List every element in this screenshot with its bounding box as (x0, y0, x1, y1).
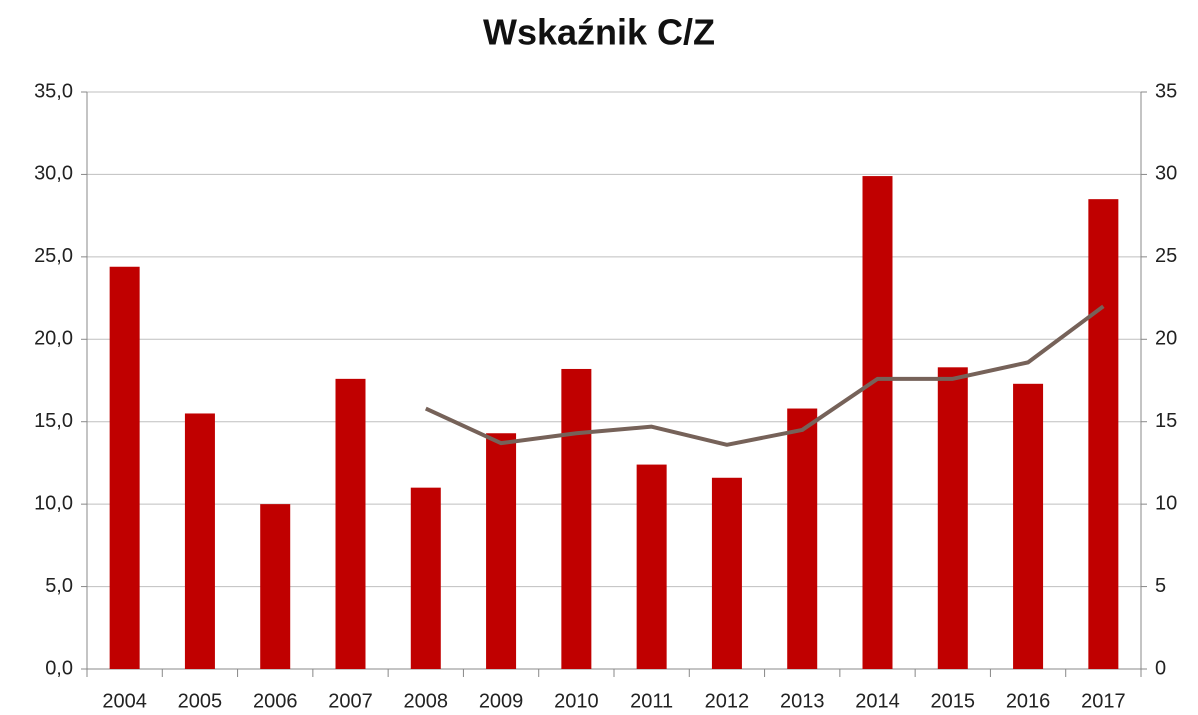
x-tick-label: 2016 (1006, 690, 1051, 712)
x-tick-label: 2005 (178, 690, 223, 712)
y2-tick-label: 25 (1155, 245, 1177, 267)
y2-tick-label: 10 (1155, 492, 1177, 514)
bar (260, 504, 291, 669)
x-tick-label: 2009 (479, 690, 524, 712)
line (424, 304, 1105, 447)
x-tick-label: 2004 (102, 690, 147, 712)
x-tick-label: 2010 (554, 690, 599, 712)
y-tick-label: 10,0 (34, 492, 73, 514)
y-tick-label: 25,0 (34, 245, 73, 267)
x-tick-label: 2011 (630, 690, 673, 712)
bar (184, 413, 215, 669)
x-tick-label: 2014 (855, 690, 900, 712)
bar (1088, 199, 1119, 669)
x-tick-label: 2012 (705, 690, 750, 712)
bar (561, 368, 592, 669)
y-tick-label: 0,0 (45, 657, 73, 679)
y2-tick-label: 35 (1155, 80, 1177, 102)
y-tick-label: 20,0 (34, 328, 73, 350)
bar (109, 266, 140, 669)
x-tick-label: 2015 (931, 690, 976, 712)
bar (862, 176, 893, 669)
x-tick-label: 2008 (404, 690, 449, 712)
bar (636, 464, 667, 669)
y-tick-label: 15,0 (34, 410, 73, 432)
bar (486, 433, 517, 669)
y-tick-label: 35,0 (34, 80, 73, 102)
y2-tick-label: 5 (1155, 575, 1166, 597)
y-tick-label: 30,0 (34, 163, 73, 185)
bar (937, 367, 968, 669)
bar (711, 477, 742, 669)
chart-title: Wskaźnik C/Z (483, 12, 715, 53)
y2-tick-label: 0 (1155, 657, 1166, 679)
x-tick-label: 2007 (328, 690, 373, 712)
bar (335, 378, 366, 669)
y2-tick-label: 30 (1155, 163, 1177, 185)
x-tick-label: 2006 (253, 690, 298, 712)
x-tick-label: 2017 (1081, 690, 1126, 712)
bar (410, 487, 441, 669)
y2-tick-label: 15 (1155, 410, 1177, 432)
bar (1013, 383, 1044, 669)
bar (787, 408, 818, 669)
y2-tick-label: 20 (1155, 328, 1177, 350)
y-tick-label: 5,0 (45, 575, 73, 597)
x-tick-label: 2013 (780, 690, 825, 712)
